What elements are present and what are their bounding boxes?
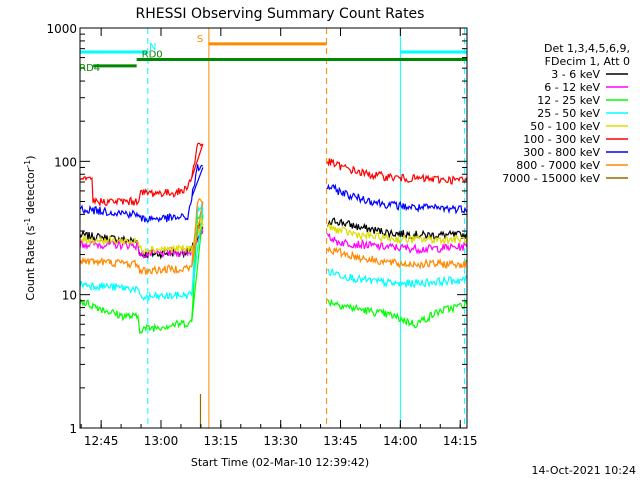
legend-entry-label-6: 300 - 800 keV (523, 146, 600, 159)
x-tick-label-5: 14:00 (383, 434, 418, 448)
legend-entry-label-8: 7000 - 15000 keV (502, 172, 600, 185)
x-axis-label: Start Time (02-Mar-10 12:39:42) (191, 456, 369, 469)
legend-entry-label-1: 6 - 12 keV (544, 81, 600, 94)
legend-header-1: Det 1,3,4,5,6,9, (544, 42, 630, 55)
state-segment-label-0: RD4 (79, 63, 100, 74)
y-tick-label-0: 1 (69, 422, 77, 436)
y-tick-label-2: 100 (54, 155, 77, 169)
x-tick-label-1: 13:00 (144, 434, 179, 448)
y-tick-label-1: 10 (62, 289, 77, 303)
series-line-7 (80, 197, 467, 276)
x-axis: 12:45 13:00 13:15 13:30 13:45 14:00 14:15 (80, 28, 478, 448)
series-line-6 (80, 164, 467, 223)
chart-title: RHESSI Observing Summary Count Rates (136, 6, 425, 22)
y-axis-label-part3: ) (24, 155, 37, 159)
series-line-2 (80, 210, 467, 335)
x-tick-label-6: 14:15 (443, 434, 478, 448)
y-axis-label: Count Rate (s-1 detector-1) (23, 155, 38, 300)
footer-timestamp: 14-Oct-2021 10:24 (532, 464, 636, 477)
y-axis-label-part2: detector (24, 167, 37, 217)
legend-entry-label-3: 25 - 50 keV (537, 107, 600, 120)
legend-header-2: FDecim 1, Att 0 (545, 55, 630, 68)
legend-entry-label-2: 12 - 25 keV (537, 94, 600, 107)
legend-entry-label-0: 3 - 6 keV (551, 68, 600, 81)
legend-entry-label-4: 50 - 100 keV (530, 120, 600, 133)
x-tick-label-2: 13:15 (204, 434, 239, 448)
plot-area (80, 28, 467, 428)
plot-frame (79, 27, 468, 429)
y-axis-label-part1: Count Rate (s (24, 225, 37, 300)
y-axis-label-sup1: -1 (23, 218, 32, 226)
x-tick-label-0: 12:45 (84, 434, 119, 448)
state-segment-label-1: RD0 (142, 50, 163, 61)
state-segment-label-2: N (149, 42, 156, 53)
legend-entry-label-7: 800 - 7000 keV (516, 159, 600, 172)
legend-entry-label-5: 100 - 300 keV (523, 133, 600, 146)
x-tick-label-3: 13:30 (263, 434, 298, 448)
x-tick-label-4: 13:45 (323, 434, 358, 448)
series-line-5 (80, 142, 467, 208)
y-axis-label-sup2: -1 (23, 160, 32, 168)
legend: Det 1,3,4,5,6,9, FDecim 1, Att 0 3 - 6 k… (502, 42, 630, 185)
y-tick-label-3: 1000 (46, 22, 77, 36)
y-axis: 1 10 100 1000 (46, 22, 467, 436)
state-segment-label-4: S (197, 34, 203, 45)
